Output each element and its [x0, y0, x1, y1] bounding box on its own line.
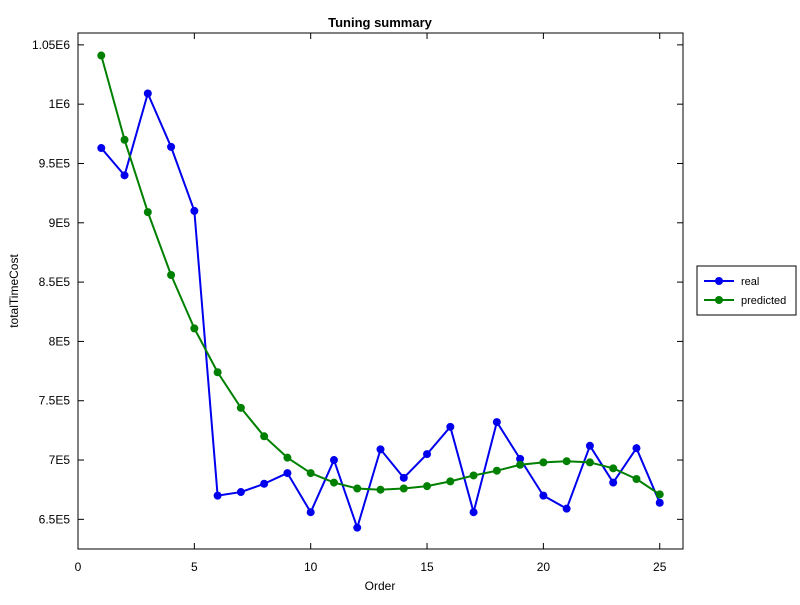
data-point-real	[376, 445, 385, 454]
data-point-predicted	[236, 403, 245, 412]
y-tick-label: 8E5	[49, 334, 71, 348]
y-tick-label: 1.05E6	[32, 38, 70, 52]
x-axis: 0 5 10 15 20 25	[75, 33, 667, 574]
data-point-real	[492, 418, 501, 427]
data-point-real	[562, 504, 571, 513]
legend-box	[696, 265, 797, 316]
y-tick-label: 7E5	[49, 453, 71, 467]
y-axis: 6.5E5 7E5 7.5E5 8E5 8.5E5 9E5 9.5E5 1E6 1.05E6	[32, 38, 683, 526]
data-point-real	[516, 454, 525, 463]
data-point-real	[190, 206, 199, 215]
plot-frame	[77, 32, 684, 550]
y-tick-label: 7.5E5	[39, 394, 71, 408]
data-point-real	[213, 491, 222, 500]
legend: real predicted	[696, 265, 797, 316]
data-point-real	[306, 508, 315, 517]
data-point-predicted	[492, 466, 501, 475]
x-tick-label: 0	[75, 560, 82, 574]
data-point-predicted	[562, 457, 571, 466]
data-point-real	[143, 89, 152, 98]
data-point-predicted	[539, 458, 548, 467]
data-point-predicted	[167, 270, 176, 279]
chart-title: Tuning summary	[328, 15, 433, 30]
data-point-real	[539, 491, 548, 500]
data-point-predicted	[655, 490, 664, 499]
x-tick-label: 20	[537, 560, 551, 574]
data-point-predicted	[120, 135, 129, 144]
data-point-predicted	[632, 475, 641, 484]
y-tick-label: 9.5E5	[39, 156, 71, 170]
data-point-real	[446, 422, 455, 431]
legend-label-real: real	[741, 276, 759, 288]
x-axis-title: Order	[365, 579, 396, 593]
series-line-predicted	[100, 55, 661, 496]
data-point-predicted	[469, 471, 478, 480]
data-point-real	[399, 473, 408, 482]
legend-marker-predicted	[715, 296, 723, 304]
y-tick-label: 8.5E5	[39, 275, 71, 289]
x-tick-label: 25	[653, 560, 667, 574]
data-point-real	[97, 144, 106, 153]
data-point-predicted	[399, 484, 408, 493]
data-point-predicted	[516, 460, 525, 469]
data-point-predicted	[353, 484, 362, 493]
data-point-real	[632, 444, 641, 453]
data-point-real	[609, 478, 618, 487]
y-tick-label: 1E6	[49, 97, 71, 111]
data-point-predicted	[329, 478, 338, 487]
data-point-predicted	[97, 51, 106, 60]
data-point-real	[423, 450, 432, 459]
data-point-real	[120, 171, 129, 180]
data-point-predicted	[143, 208, 152, 217]
data-point-real	[585, 441, 594, 450]
data-point-real	[329, 456, 338, 465]
y-tick-label: 6.5E5	[39, 512, 71, 526]
data-point-predicted	[376, 485, 385, 494]
series-real	[97, 89, 664, 532]
legend-marker-real	[715, 277, 723, 285]
data-point-real	[283, 469, 292, 478]
data-point-real	[655, 498, 664, 507]
data-point-predicted	[283, 453, 292, 462]
x-tick-label: 10	[304, 560, 318, 574]
data-point-predicted	[190, 324, 199, 333]
data-point-predicted	[585, 458, 594, 467]
series-layer	[97, 51, 664, 532]
x-tick-label: 5	[191, 560, 198, 574]
x-tick-label: 15	[420, 560, 434, 574]
series-predicted	[97, 51, 664, 499]
data-point-real	[469, 508, 478, 517]
y-tick-label: 9E5	[49, 216, 71, 230]
data-point-predicted	[260, 432, 269, 441]
data-point-predicted	[423, 482, 432, 491]
data-point-predicted	[306, 469, 315, 478]
y-axis-title: totalTimeCost	[7, 254, 21, 328]
data-point-real	[236, 488, 245, 497]
data-point-predicted	[213, 368, 222, 377]
legend-label-predicted: predicted	[741, 295, 786, 307]
data-point-predicted	[446, 477, 455, 486]
data-point-real	[167, 142, 176, 151]
data-point-real	[353, 523, 362, 532]
data-point-real	[260, 479, 269, 488]
data-point-predicted	[609, 464, 618, 473]
